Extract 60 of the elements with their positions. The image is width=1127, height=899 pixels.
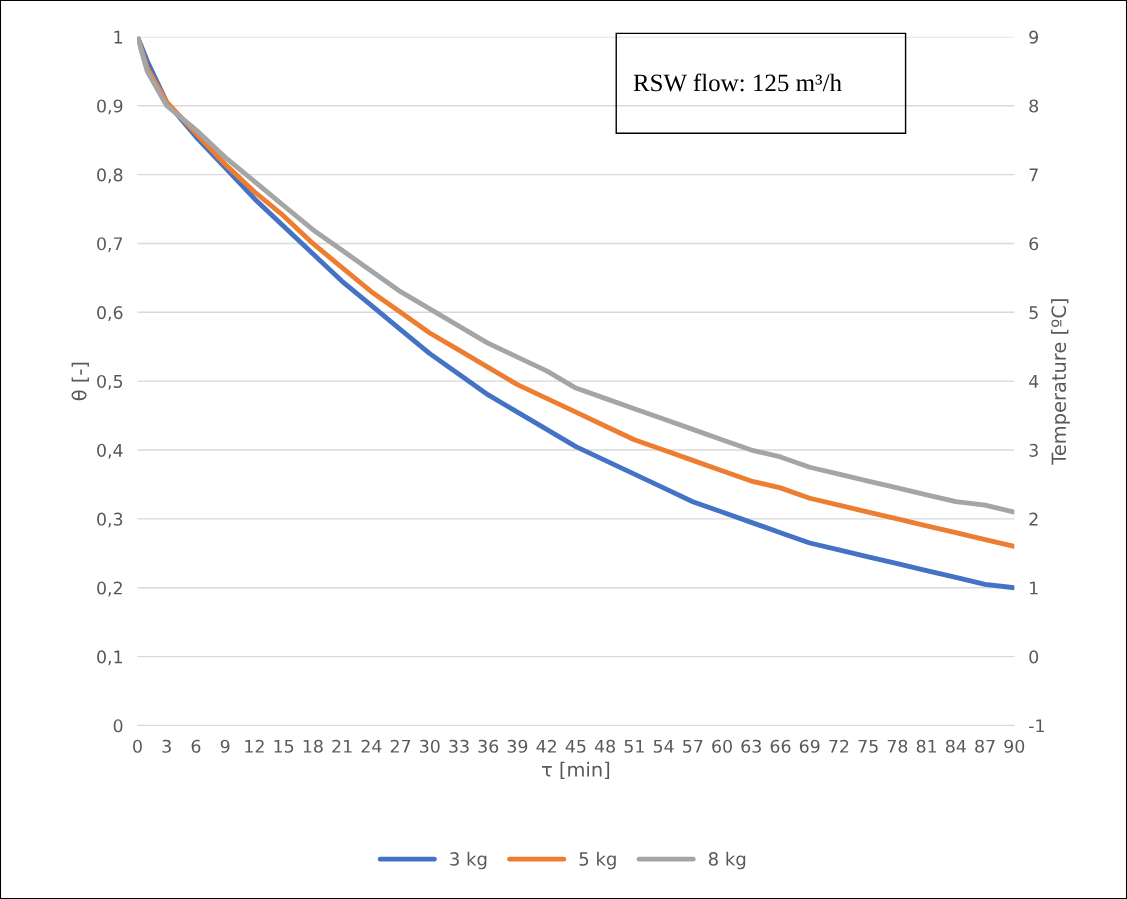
x-tick-label: 78 bbox=[887, 739, 908, 753]
y-tick-label: 0,3 bbox=[97, 512, 123, 528]
x-tick-label: 15 bbox=[274, 739, 294, 753]
legend-label: 8 kg bbox=[708, 851, 746, 870]
y-tick-label: 0 bbox=[113, 719, 123, 733]
x-tick-label: 3 bbox=[162, 739, 171, 753]
x-tick-label: 42 bbox=[536, 739, 556, 753]
y-tick-label: 0,6 bbox=[97, 306, 123, 321]
x-tick-label: 30 bbox=[420, 739, 440, 753]
x-tick-label: 6 bbox=[191, 739, 201, 753]
y-tick-label: 0,8 bbox=[97, 168, 123, 184]
x-tick-label: 75 bbox=[858, 739, 878, 753]
legend-label: 5 kg bbox=[579, 851, 616, 870]
x-tick-label: 81 bbox=[916, 739, 937, 753]
x-tick-label: 87 bbox=[975, 739, 995, 753]
y2-tick-label: 8 bbox=[1029, 99, 1039, 113]
x-tick-label: 39 bbox=[507, 739, 528, 753]
x-tick-label: 69 bbox=[799, 739, 820, 753]
x-tick-label: 21 bbox=[332, 739, 352, 753]
x-tick-label: 33 bbox=[449, 739, 469, 753]
x-tick-label: 63 bbox=[741, 739, 761, 753]
legend-label: 3 kg bbox=[450, 851, 487, 870]
x-tick-label: 54 bbox=[653, 739, 674, 753]
x-tick-label: 24 bbox=[361, 739, 382, 753]
x-tick-label: 27 bbox=[390, 739, 411, 753]
x-tick-label: 48 bbox=[594, 739, 615, 753]
y2-tick-label: 0 bbox=[1029, 650, 1039, 664]
y2-tick-label: 7 bbox=[1029, 168, 1038, 182]
x-tick-label: 0 bbox=[133, 739, 142, 753]
y2-tick-label: 4 bbox=[1029, 375, 1039, 388]
x-axis-title: τ [min] bbox=[541, 761, 610, 780]
y-axis-title: θ [-] bbox=[71, 362, 89, 401]
x-tick-label: 9 bbox=[220, 739, 230, 753]
x-tick-label: 57 bbox=[683, 739, 703, 753]
y-tick-label: 0,1 bbox=[97, 650, 122, 666]
y2-tick-label: 6 bbox=[1029, 237, 1039, 251]
y2-tick-label: 1 bbox=[1030, 581, 1038, 595]
x-tick-label: 90 bbox=[1004, 739, 1025, 753]
y-tick-label: 0,9 bbox=[97, 99, 123, 115]
x-tick-label: 18 bbox=[303, 739, 323, 753]
x-tick-label: 72 bbox=[829, 739, 849, 753]
x-tick-label: 12 bbox=[245, 739, 264, 753]
y2-tick-label: 2 bbox=[1029, 512, 1038, 526]
y2-tick-label: 3 bbox=[1029, 443, 1038, 457]
y2-axis-title: Temperature [ºC] bbox=[1051, 299, 1070, 465]
y-tick-label: 1 bbox=[114, 30, 122, 44]
x-tick-label: 60 bbox=[712, 739, 732, 753]
y-tick-label: 0,4 bbox=[97, 443, 123, 459]
y2-tick-label: 5 bbox=[1029, 306, 1038, 320]
y-tick-label: 0,7 bbox=[97, 237, 123, 253]
x-tick-label: 45 bbox=[565, 739, 586, 753]
y-tick-label: 0,5 bbox=[97, 374, 123, 390]
y2-tick-label: 9 bbox=[1029, 30, 1039, 44]
x-tick-label: 36 bbox=[478, 739, 499, 753]
y2-tick-label: -1 bbox=[1029, 719, 1044, 733]
x-tick-label: 84 bbox=[945, 739, 966, 753]
x-tick-label: 66 bbox=[770, 739, 791, 753]
annotation: RSW flow: 125 m³/h bbox=[633, 73, 842, 92]
x-tick-label: 51 bbox=[624, 739, 644, 753]
y-tick-label: 0,2 bbox=[97, 581, 122, 597]
